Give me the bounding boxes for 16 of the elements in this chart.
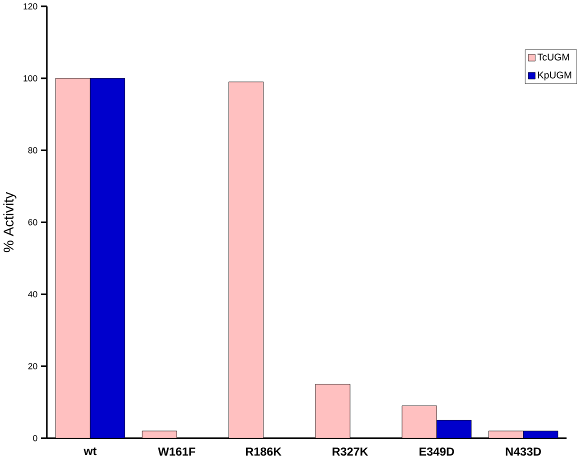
x-tick-label: wt [84, 447, 97, 456]
y-tick-label: 60 [28, 219, 38, 226]
y-tick-label: 80 [28, 147, 38, 154]
y-tick-label: 0 [33, 435, 38, 442]
y-tick-label: 20 [28, 363, 38, 370]
x-tick-label: R327K [332, 447, 368, 456]
y-tick-label: 120 [24, 3, 38, 10]
legend-label: KpUGM [538, 72, 572, 80]
y-tick-label: 100 [24, 75, 38, 82]
y-tick-label: 40 [28, 291, 38, 298]
x-tick-label: E349D [420, 447, 454, 456]
y-axis-title: % Activity [3, 192, 16, 252]
legend-label: TcUGM [538, 54, 569, 61]
x-tick-label: N433D [506, 447, 541, 456]
x-tick-label: R186K [246, 447, 282, 456]
x-tick-label: W161F [158, 447, 196, 456]
